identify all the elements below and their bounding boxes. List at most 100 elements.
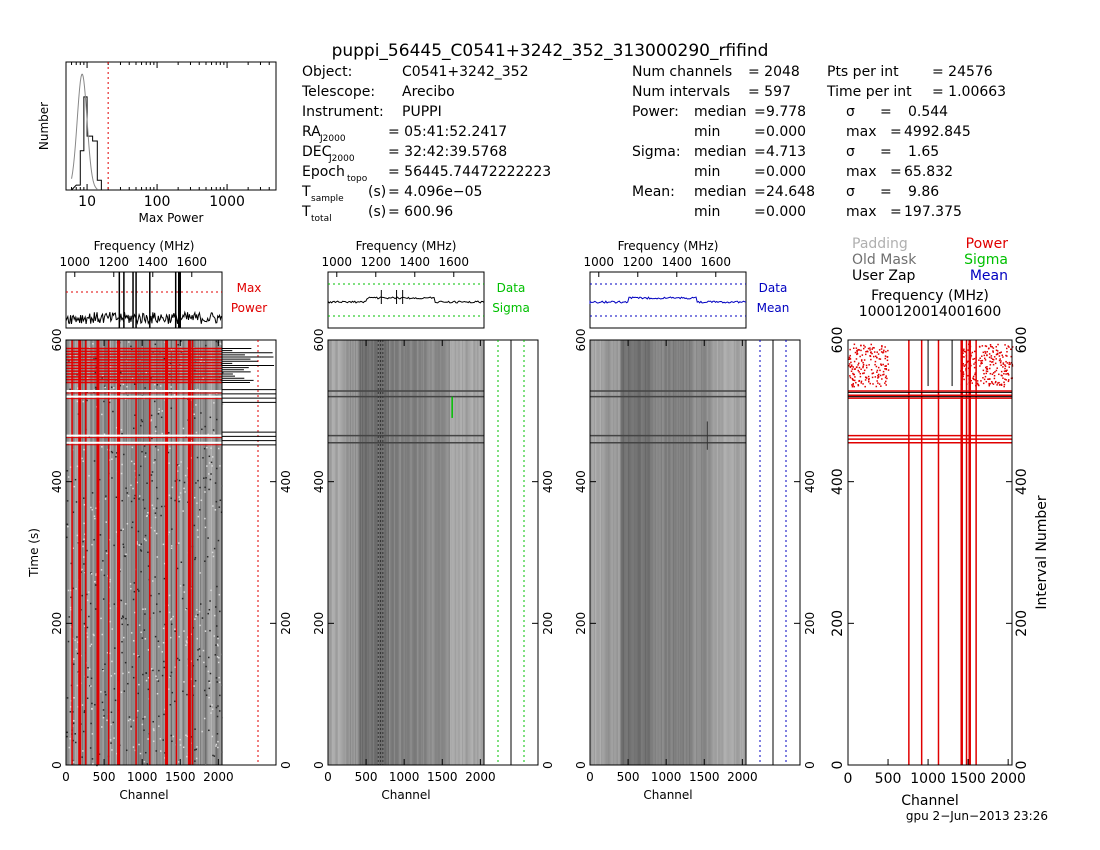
channel-stripe <box>600 340 603 765</box>
channel-stripe <box>633 340 636 765</box>
noise-speck <box>74 478 77 481</box>
noise-speck <box>156 556 159 558</box>
noise-speck <box>73 485 76 488</box>
noise-speck <box>215 743 218 746</box>
noise-speck <box>109 365 112 368</box>
y-tick-label: 0 <box>312 761 326 769</box>
channel-stripe <box>421 340 424 765</box>
noise-speck <box>219 342 222 345</box>
noise-speck <box>103 433 106 435</box>
noise-speck <box>86 626 89 629</box>
x-tick-label: 500 <box>93 770 116 784</box>
x-tick-label: 100 <box>144 194 171 210</box>
noise-speck <box>76 684 79 687</box>
mask-speck <box>885 368 888 370</box>
mask-speck <box>869 354 871 357</box>
noise-speck <box>215 644 217 646</box>
noise-speck <box>93 460 96 462</box>
mask-speck <box>980 361 983 364</box>
mask-speck <box>988 383 991 386</box>
channel-stripe <box>403 340 406 765</box>
noise-speck <box>195 404 197 406</box>
noise-speck <box>98 478 101 481</box>
channel-stripe <box>726 340 729 765</box>
mask-speck <box>864 353 867 356</box>
channel-stripe <box>742 340 745 765</box>
noise-speck <box>221 371 224 374</box>
channel-stripe <box>650 340 653 765</box>
mask-speck <box>885 384 887 386</box>
channel-stripe <box>331 340 334 765</box>
noise-speck <box>194 558 196 561</box>
noise-speck <box>82 460 84 462</box>
mask-speck <box>881 345 883 348</box>
noise-speck <box>215 706 218 709</box>
noise-speck <box>152 580 154 582</box>
noise-speck <box>145 539 147 542</box>
noise-speck <box>151 668 153 670</box>
freq-axis-label: Frequency (MHz) <box>871 288 989 304</box>
noise-speck <box>213 614 216 617</box>
mask-speck <box>990 357 993 359</box>
channel-stripe <box>610 340 613 765</box>
noise-speck <box>122 383 125 386</box>
noise-speck <box>144 507 146 510</box>
channel-stripe <box>112 340 115 765</box>
mask-speck <box>991 373 994 376</box>
freq-tick-label: 1600 <box>701 255 732 269</box>
channel-stripe <box>481 340 484 765</box>
coord-value: = 05:41:52.2417 <box>388 124 507 140</box>
noise-speck <box>120 599 123 602</box>
freq-tick-label: 1200 <box>99 255 130 269</box>
mask-speck <box>985 380 988 383</box>
mask-speck <box>996 353 999 355</box>
noise-speck <box>211 735 214 738</box>
noise-speck <box>110 711 113 713</box>
channel-stripe <box>376 340 379 765</box>
channel-stripe <box>702 340 704 765</box>
noise-speck <box>131 377 134 380</box>
noise-speck <box>86 549 88 552</box>
noise-speck <box>88 615 90 618</box>
mask-speck <box>981 355 983 357</box>
channel-stripe <box>445 340 447 765</box>
noise-speck <box>197 388 199 391</box>
channel-stripe <box>358 340 361 765</box>
mask-speck <box>992 363 995 366</box>
mask-speck <box>980 359 982 362</box>
noise-speck <box>208 729 210 732</box>
noise-speck <box>141 450 143 453</box>
coord-row: RA J2000 = 05:41:52.2417 <box>302 124 507 144</box>
noise-speck <box>72 511 75 513</box>
mask-speck <box>989 364 992 366</box>
noise-speck <box>125 749 128 752</box>
noise-speck <box>152 612 155 614</box>
noise-speck <box>67 476 70 478</box>
mask-speck <box>991 358 994 360</box>
coord-symbol: T <box>301 204 311 220</box>
noise-speck <box>204 486 206 489</box>
freq-axis-label: Frequency (MHz) <box>94 239 195 253</box>
y-tick-label: 600 <box>830 327 846 354</box>
channel-stripe <box>721 340 724 765</box>
mask-speck <box>855 358 858 360</box>
channel-stripe <box>641 340 643 765</box>
freq-tick-label: 1000120014001600 <box>859 304 1002 320</box>
mask-speck <box>998 373 1000 376</box>
channel-stripe <box>474 340 476 765</box>
channel-stripe <box>637 340 640 765</box>
noise-speck <box>200 358 203 360</box>
mask-speck <box>855 347 858 349</box>
channel-stripe <box>204 340 207 765</box>
channel-stripe <box>124 340 127 765</box>
mask-speck <box>853 360 856 363</box>
coord-subscript: sample <box>311 194 344 204</box>
noise-speck <box>195 615 197 618</box>
noise-speck <box>144 716 146 718</box>
mask-speck <box>860 349 862 352</box>
mask-speck <box>970 379 972 382</box>
channel-stripe <box>619 340 621 765</box>
channel-stripe <box>743 340 746 765</box>
channel-stripe <box>685 340 687 765</box>
